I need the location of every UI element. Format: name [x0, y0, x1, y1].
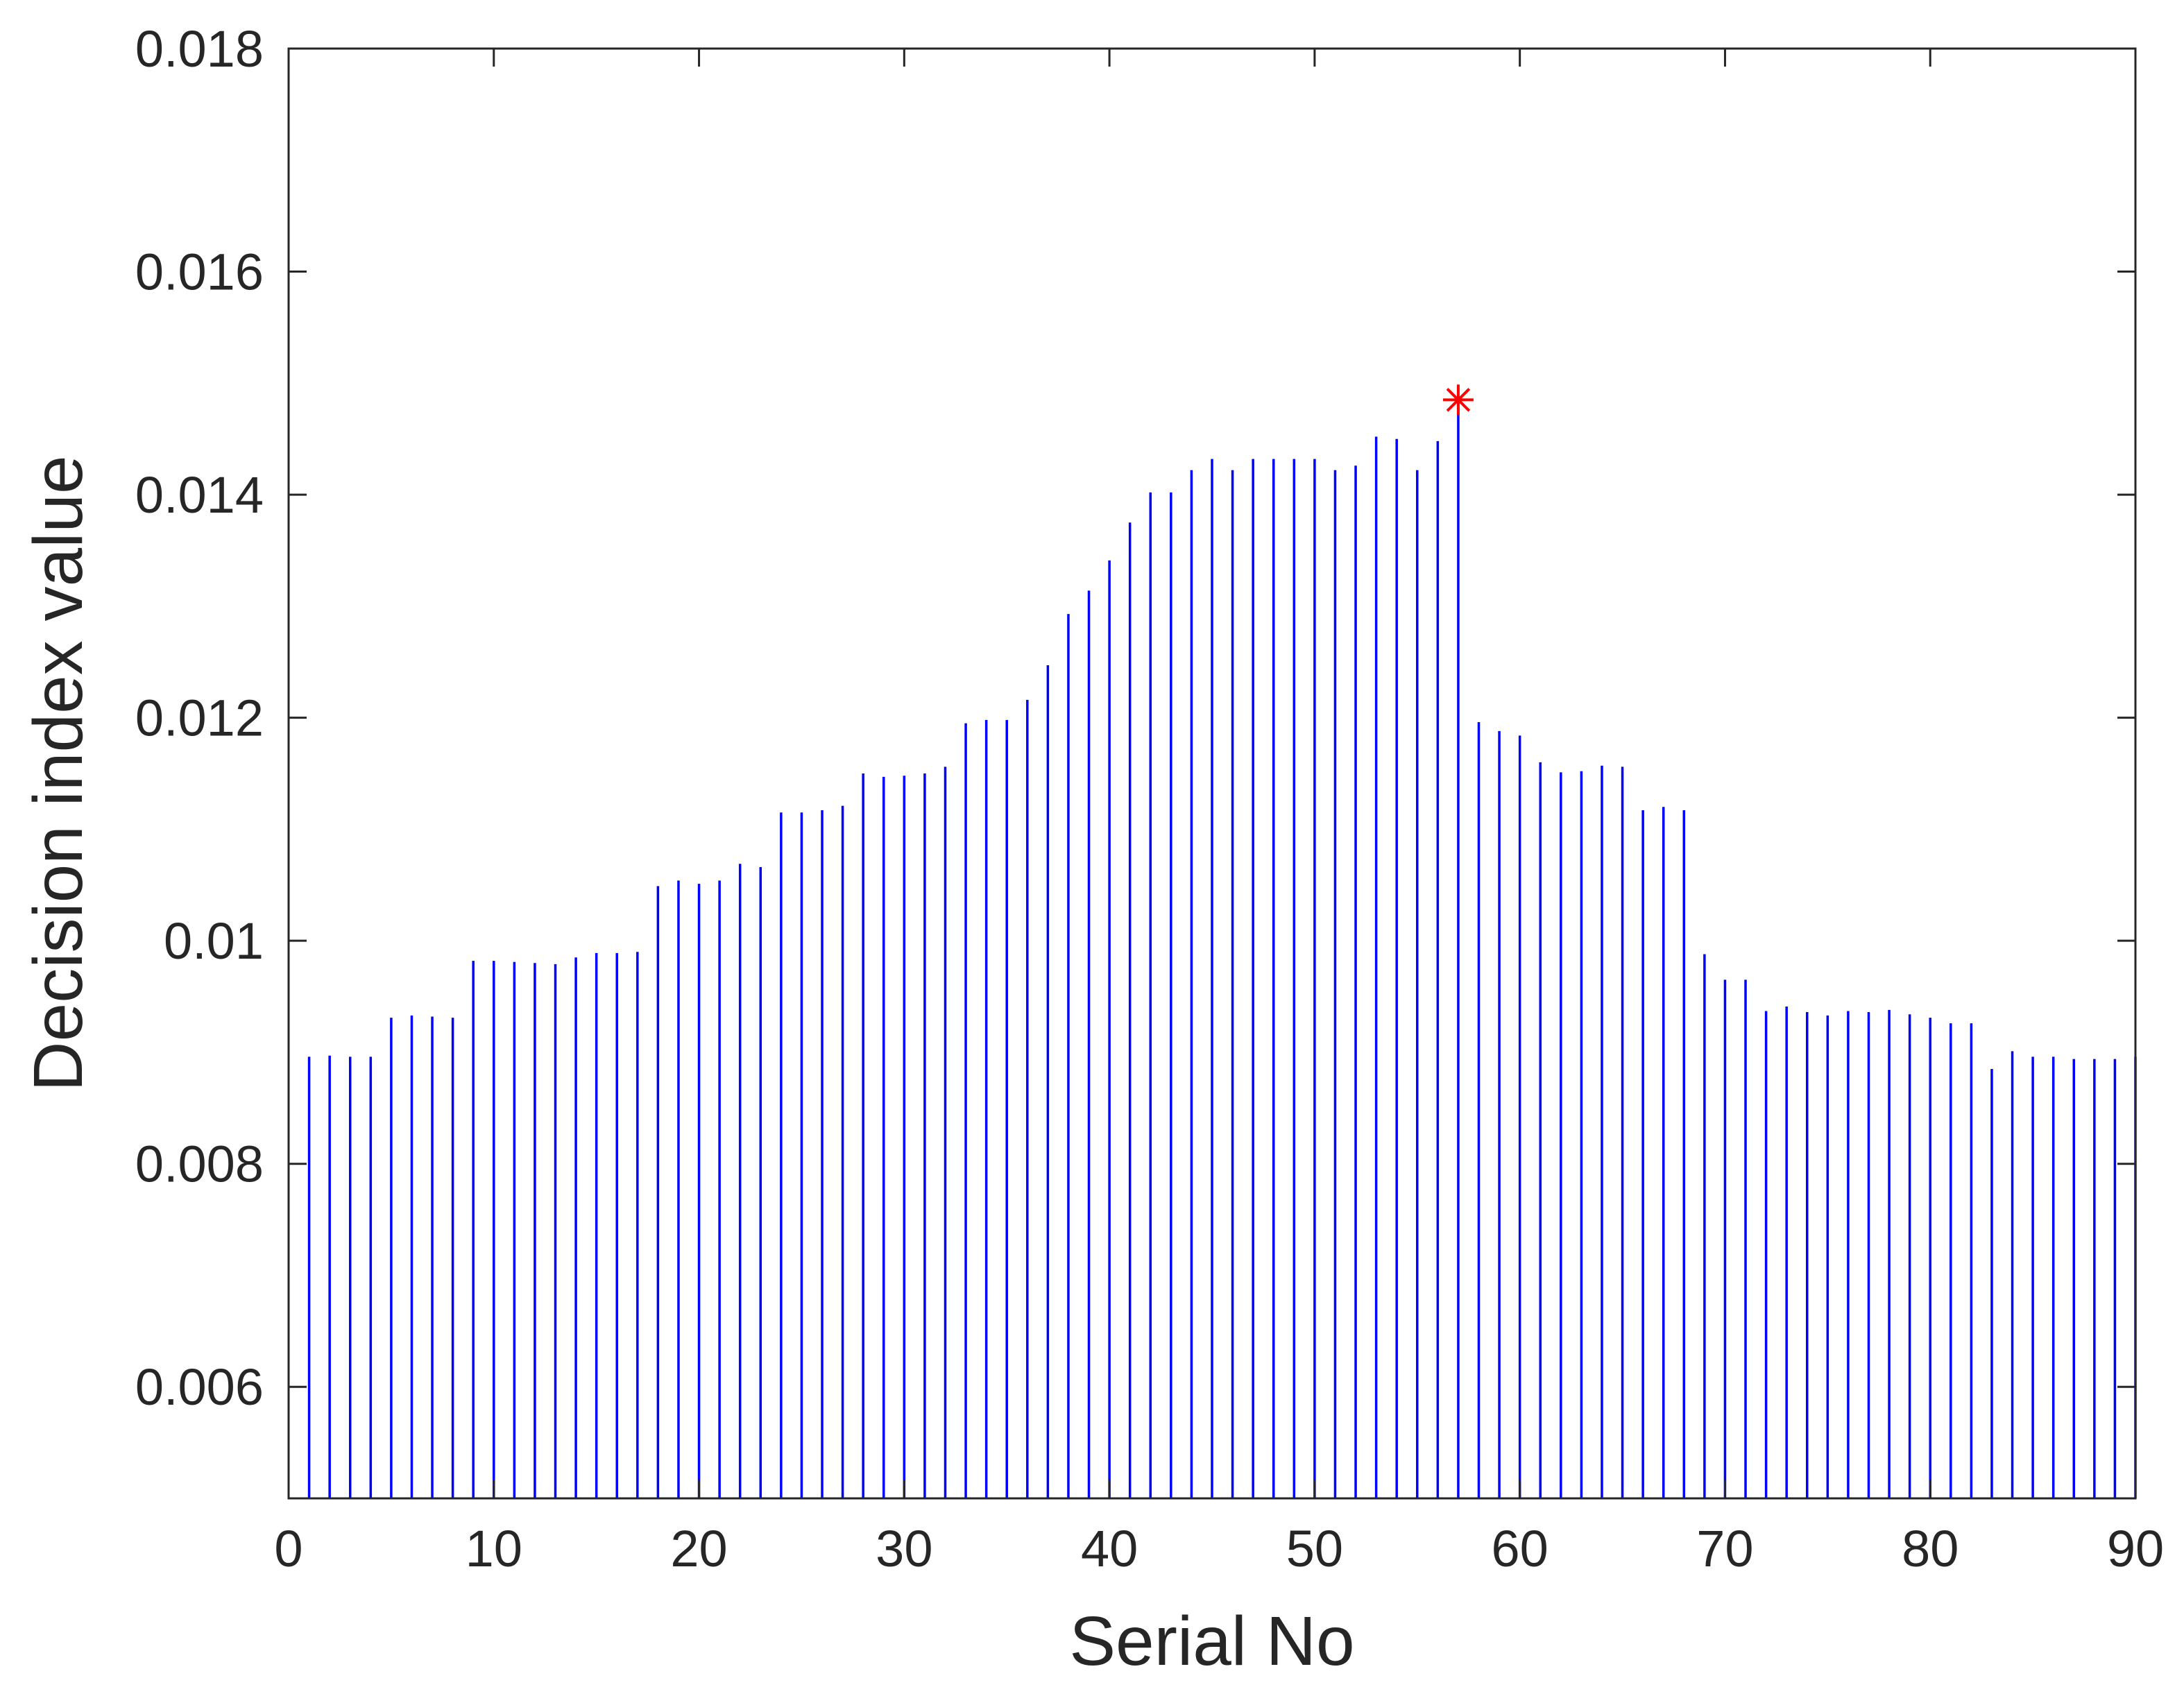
x-axis-ticks: 0 10 20 30 40 50 60 70 80 90 — [274, 49, 2164, 1577]
highlight-asterisk-marker — [1442, 384, 1474, 416]
max-highlight — [1442, 384, 1474, 416]
y-tick-label-0.016: 0.016 — [135, 243, 264, 301]
y-tick-label-0.018: 0.018 — [135, 20, 264, 78]
asterisk-stroke-3 — [1446, 388, 1471, 412]
stem-series — [307, 400, 2137, 1498]
plot-area-box — [287, 47, 2137, 1500]
x-tick-label-50: 50 — [1286, 1520, 1343, 1577]
x-tick-label-70: 70 — [1696, 1520, 1753, 1577]
x-tick-label-90: 90 — [2107, 1520, 2164, 1577]
y-axis-label: Decision index value — [19, 455, 97, 1091]
x-tick-label-40: 40 — [1081, 1520, 1138, 1577]
x-tick-label-80: 80 — [1902, 1520, 1959, 1577]
x-tick-label-0: 0 — [274, 1520, 302, 1577]
x-tick-label-20: 20 — [670, 1520, 727, 1577]
y-tick-label-0.012: 0.012 — [135, 690, 264, 747]
y-tick-label-0.008: 0.008 — [135, 1136, 264, 1193]
y-axis-ticks: 0.006 0.008 0.01 0.012 0.014 0.016 0.018 — [135, 20, 2135, 1416]
x-tick-label-60: 60 — [1492, 1520, 1549, 1577]
x-axis-label: Serial No — [1069, 1602, 1354, 1680]
y-tick-label-0.006: 0.006 — [135, 1358, 264, 1416]
y-tick-label-0.014: 0.014 — [135, 466, 264, 524]
x-tick-label-30: 30 — [876, 1520, 932, 1577]
y-tick-label-0.01: 0.01 — [164, 912, 264, 970]
x-tick-label-10: 10 — [466, 1520, 522, 1577]
